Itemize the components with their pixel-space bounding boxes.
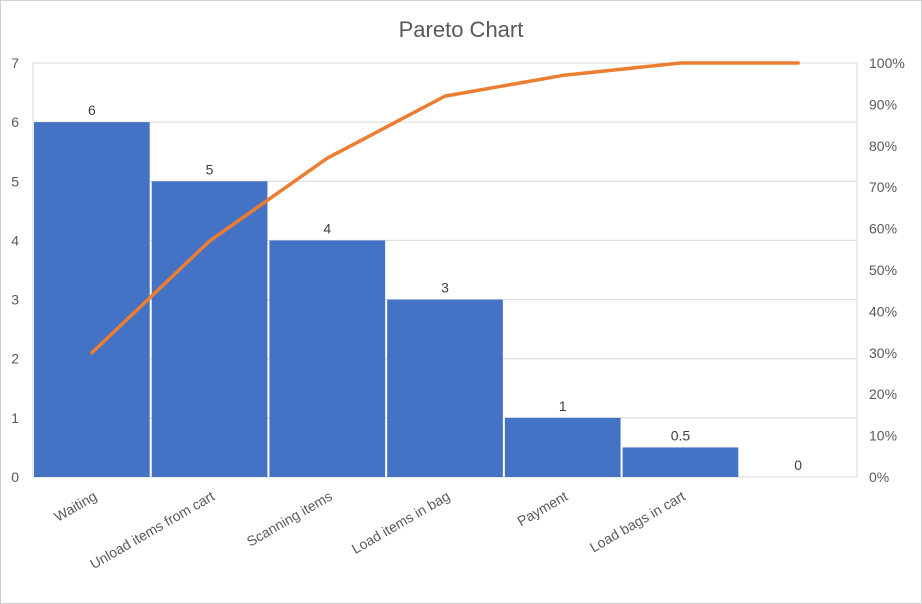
y2-tick-label: 10% (869, 428, 897, 444)
y2-tick-label: 70% (869, 179, 897, 195)
y2-tick-label: 20% (869, 386, 897, 402)
y2-tick-label: 60% (869, 221, 897, 237)
y-tick-label: 0 (11, 469, 19, 485)
y-tick-label: 7 (11, 55, 19, 71)
bars (34, 122, 739, 478)
data-labels: 6 5 4 3 1 0.5 0 (88, 102, 802, 473)
data-label: 4 (323, 220, 331, 236)
data-label: 0.5 (671, 427, 691, 443)
bar (151, 181, 268, 478)
y2-tick-label: 90% (869, 96, 897, 112)
bar (622, 447, 739, 477)
y-tick-label: 2 (11, 351, 19, 367)
y-tick-label: 4 (11, 232, 19, 248)
y-axis-right: 0% 10% 20% 30% 40% 50% 60% 70% 80% 90% 100% (869, 55, 905, 485)
x-category-label: Payment (514, 488, 570, 530)
bar (269, 240, 386, 477)
chart-title: Pareto Chart (399, 17, 524, 42)
y-tick-label: 6 (11, 114, 19, 130)
x-category-label: Unload items from cart (87, 488, 217, 572)
bar (387, 299, 503, 477)
y-axis-left: 0 1 2 3 4 5 6 7 (11, 55, 19, 485)
bar (504, 417, 621, 477)
y2-tick-label: 50% (869, 262, 897, 278)
x-category-label: Load items in bag (349, 488, 453, 557)
y-tick-label: 3 (11, 292, 19, 308)
data-label: 6 (88, 102, 96, 118)
y2-tick-label: 80% (869, 138, 897, 154)
data-label: 3 (441, 280, 449, 296)
x-category-label: Waiting (51, 488, 99, 525)
x-category-label: Scanning items (244, 488, 335, 550)
data-label: 0 (794, 457, 802, 473)
bar (34, 122, 150, 478)
y2-tick-label: 0% (869, 469, 889, 485)
data-label: 5 (206, 161, 214, 177)
x-category-label: Load bags in cart (587, 488, 688, 556)
cumulative-line (90, 61, 800, 355)
y2-tick-label: 30% (869, 345, 897, 361)
y2-tick-label: 40% (869, 303, 897, 319)
y2-tick-label: 100% (869, 55, 905, 71)
data-label: 1 (559, 398, 567, 414)
y-tick-label: 1 (11, 410, 19, 426)
cumulative-percent-line (90, 61, 800, 355)
y-tick-label: 5 (11, 173, 19, 189)
